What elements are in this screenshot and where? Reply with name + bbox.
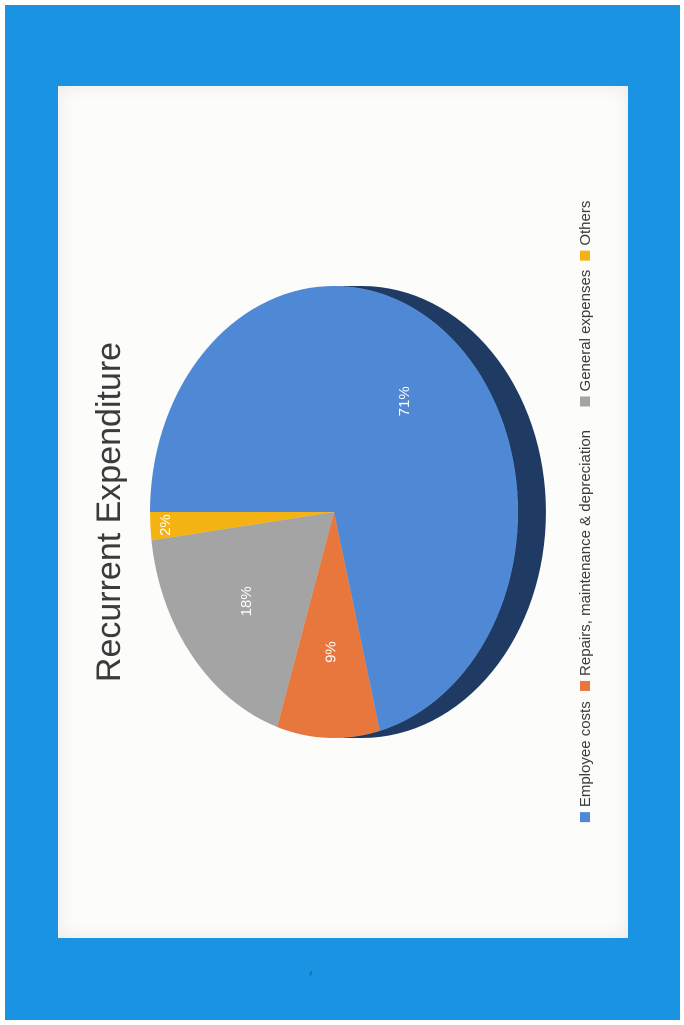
chart-legend: Employee costs Repairs, maintenance & dep…	[577, 201, 594, 823]
scan-mark: ‘	[308, 968, 314, 989]
legend-label-0: Employee costs	[577, 701, 594, 807]
pie-slice-3	[150, 512, 334, 541]
pie-group: 71% 9% 18% 2%	[150, 286, 546, 738]
legend-swatch-2	[580, 396, 590, 407]
data-label-3: 2%	[157, 514, 174, 536]
data-label-1: 9%	[322, 641, 339, 663]
legend-swatch-1	[580, 680, 590, 691]
pie-slice-2	[151, 512, 334, 727]
pie-slice-0	[150, 286, 518, 731]
legend-swatch-3	[580, 250, 590, 261]
legend-label-1: Repairs, maintenance & depreciation	[577, 430, 594, 676]
pie-slice-1	[277, 512, 380, 738]
legend-swatch-0	[580, 812, 590, 823]
chart-title: Recurrent Expenditure	[90, 342, 128, 682]
data-label-2: 18%	[238, 586, 255, 616]
slide: Recurrent Expenditure 71% 9% 18% 2% Employe…	[58, 86, 628, 938]
legend-label-3: Others	[577, 201, 594, 246]
legend-label-2: General expenses	[577, 270, 594, 392]
pie-chart: Recurrent Expenditure 71% 9% 18% 2% Employe…	[90, 201, 594, 823]
data-label-0: 71%	[396, 386, 413, 416]
